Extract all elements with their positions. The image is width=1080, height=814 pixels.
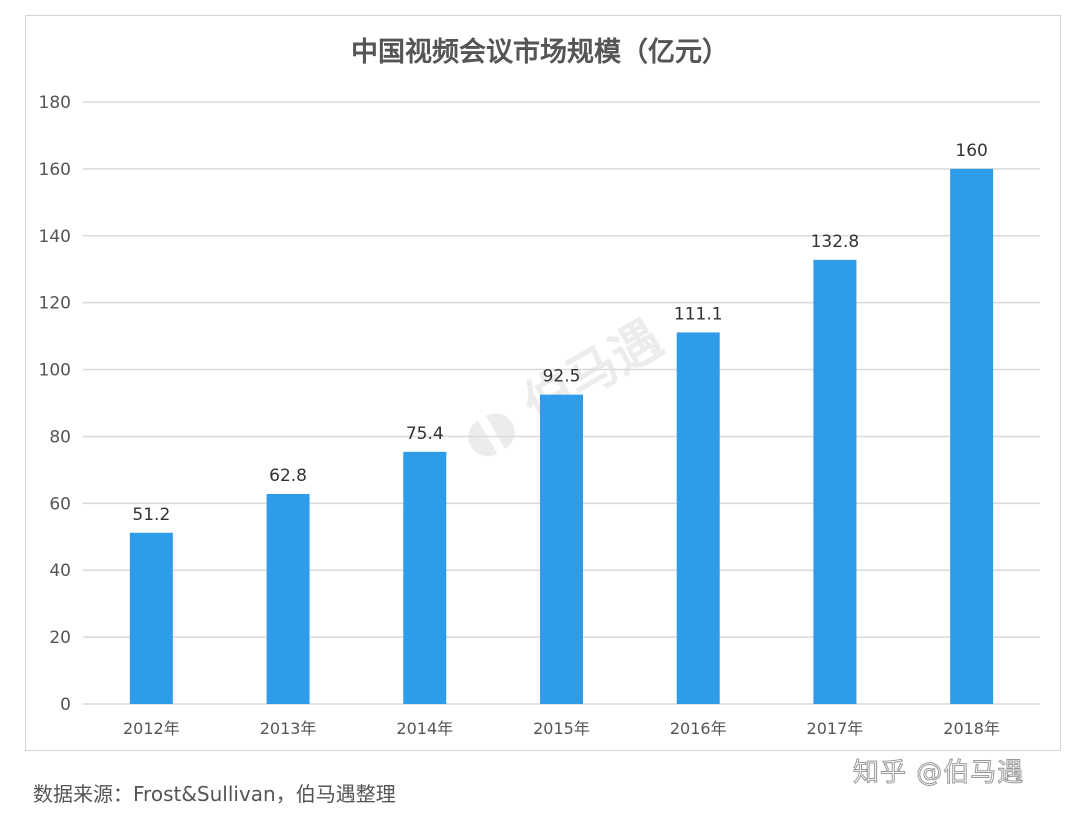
data-label: 75.4: [406, 424, 444, 444]
y-tick-label: 80: [49, 427, 71, 447]
x-tick-label: 2012年: [123, 719, 180, 738]
y-tick-label: 140: [39, 227, 71, 247]
x-tick-label: 2016年: [670, 719, 727, 738]
y-tick-label: 180: [39, 93, 71, 113]
bar: [129, 532, 173, 704]
x-tick-label: 2015年: [533, 719, 590, 738]
data-label: 111.1: [674, 304, 723, 324]
bar: [403, 451, 447, 704]
chart-title: 中国视频会议市场规模（亿元）: [351, 37, 729, 68]
credit-watermark: 知乎 @伯马遇: [852, 758, 1025, 789]
x-tick-label: 2013年: [260, 719, 317, 738]
data-label: 132.8: [811, 232, 860, 252]
chart-frame: [25, 15, 1061, 751]
y-tick-label: 20: [49, 628, 71, 648]
x-tick-label: 2017年: [807, 719, 864, 738]
y-tick-label: 60: [49, 494, 71, 514]
y-tick-label: 0: [60, 695, 71, 715]
data-label: 92.5: [543, 367, 581, 387]
data-label: 160: [955, 141, 987, 161]
bar: [266, 493, 310, 704]
y-tick-label: 160: [39, 160, 71, 180]
x-tick-label: 2014年: [396, 719, 453, 738]
y-tick-label: 40: [49, 561, 71, 581]
y-tick-label: 100: [39, 361, 71, 381]
bar: [813, 259, 857, 704]
data-label: 51.2: [132, 505, 170, 525]
source-note: 数据来源：Frost&Sullivan，伯马遇整理: [33, 782, 396, 806]
bar: [540, 394, 583, 704]
x-tick-label: 2018年: [943, 719, 1000, 738]
bar: [950, 168, 994, 704]
bar: [676, 332, 720, 704]
y-tick-label: 120: [39, 294, 71, 314]
data-label: 62.8: [269, 466, 307, 486]
